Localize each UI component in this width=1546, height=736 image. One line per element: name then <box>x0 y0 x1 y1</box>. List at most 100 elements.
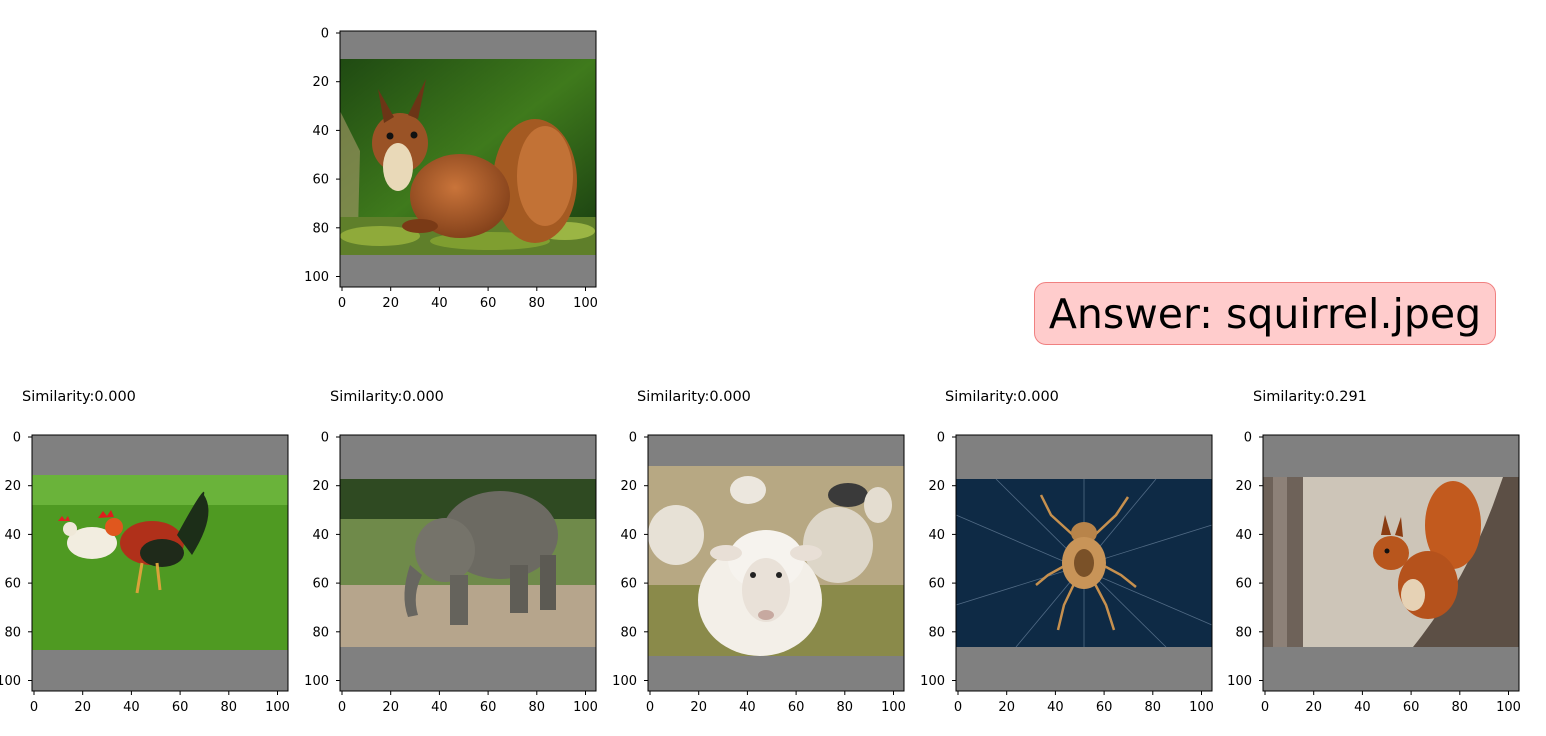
svg-text:80: 80 <box>620 625 637 640</box>
svg-text:0: 0 <box>1261 700 1269 715</box>
result-panel-5: 0 20 40 60 80 100 0 20 40 60 80 100 <box>1223 424 1533 724</box>
svg-text:100: 100 <box>612 674 637 689</box>
result-3-x-ticks: 0 20 40 60 80 100 <box>646 691 906 715</box>
svg-text:60: 60 <box>172 700 189 715</box>
result-axes-3: 0 20 40 60 80 100 0 20 40 60 80 100 <box>612 431 906 716</box>
svg-text:0: 0 <box>13 431 21 446</box>
svg-text:100: 100 <box>304 270 329 285</box>
svg-text:60: 60 <box>1096 700 1113 715</box>
axes-frame <box>1262 434 1520 692</box>
svg-text:80: 80 <box>312 625 329 640</box>
similarity-title-2: Similarity:0.000 <box>330 389 444 405</box>
result-4-y-ticks: 0 20 40 60 80 100 <box>920 431 956 689</box>
svg-text:100: 100 <box>1496 700 1521 715</box>
svg-text:80: 80 <box>529 700 546 715</box>
result-axes-4: 0 20 40 60 80 100 0 20 40 60 80 100 <box>920 431 1214 716</box>
similarity-title-1: Similarity:0.000 <box>22 389 136 405</box>
svg-text:20: 20 <box>690 700 707 715</box>
result-3-y-ticks: 0 20 40 60 80 100 <box>612 431 648 689</box>
result-5-y-ticks: 0 20 40 60 80 100 <box>1227 431 1263 689</box>
result-1-y-ticks: 0 20 40 60 80 100 <box>0 431 32 689</box>
svg-text:60: 60 <box>620 577 637 592</box>
svg-text:0: 0 <box>338 296 346 311</box>
svg-text:60: 60 <box>1235 577 1252 592</box>
svg-text:40: 40 <box>1235 528 1252 543</box>
svg-text:100: 100 <box>573 296 598 311</box>
svg-text:100: 100 <box>304 674 329 689</box>
svg-text:80: 80 <box>1452 700 1469 715</box>
query-axes: 0 20 40 60 80 100 0 20 40 60 80 100 <box>304 27 598 312</box>
axes-frame <box>955 434 1213 692</box>
svg-text:40: 40 <box>1354 700 1371 715</box>
svg-text:80: 80 <box>837 700 854 715</box>
svg-text:40: 40 <box>312 124 329 139</box>
svg-text:100: 100 <box>920 674 945 689</box>
svg-text:0: 0 <box>937 431 945 446</box>
svg-text:80: 80 <box>928 625 945 640</box>
result-image-sheep <box>648 466 904 656</box>
svg-text:100: 100 <box>881 700 906 715</box>
svg-text:80: 80 <box>1235 625 1252 640</box>
svg-text:20: 20 <box>382 700 399 715</box>
similarity-title-5: Similarity:0.291 <box>1253 389 1367 405</box>
svg-text:0: 0 <box>954 700 962 715</box>
axes-frame <box>339 434 597 692</box>
result-axes-1: 0 20 40 60 80 100 0 20 40 60 80 100 <box>0 431 290 716</box>
result-2-x-ticks: 0 20 40 60 80 100 <box>338 691 598 715</box>
result-4-x-ticks: 0 20 40 60 80 100 <box>954 691 1214 715</box>
svg-text:60: 60 <box>480 296 497 311</box>
result-image-squirrel <box>1263 477 1519 647</box>
svg-text:20: 20 <box>74 700 91 715</box>
svg-text:80: 80 <box>1145 700 1162 715</box>
svg-text:20: 20 <box>382 296 399 311</box>
svg-text:40: 40 <box>312 528 329 543</box>
svg-text:20: 20 <box>312 75 329 90</box>
svg-text:60: 60 <box>480 700 497 715</box>
axes-frame <box>31 434 289 692</box>
similarity-title-4: Similarity:0.000 <box>945 389 1059 405</box>
svg-text:40: 40 <box>620 528 637 543</box>
svg-text:40: 40 <box>123 700 140 715</box>
svg-text:100: 100 <box>265 700 290 715</box>
query-y-ticks: 0 20 40 60 80 100 <box>304 27 340 285</box>
svg-text:80: 80 <box>529 296 546 311</box>
svg-text:0: 0 <box>321 27 329 42</box>
result-2-y-ticks: 0 20 40 60 80 100 <box>304 431 340 689</box>
answer-label: Answer: squirrel.jpeg <box>1034 282 1496 345</box>
svg-text:80: 80 <box>312 221 329 236</box>
result-panel-1: 0 20 40 60 80 100 0 20 40 60 80 100 <box>0 424 302 724</box>
svg-text:40: 40 <box>431 700 448 715</box>
result-axes-2: 0 20 40 60 80 100 0 20 40 60 80 100 <box>304 431 598 716</box>
svg-text:100: 100 <box>1227 674 1252 689</box>
result-image-rooster <box>32 475 288 650</box>
result-1-x-ticks: 0 20 40 60 80 100 <box>30 691 290 715</box>
svg-text:60: 60 <box>1403 700 1420 715</box>
svg-text:100: 100 <box>573 700 598 715</box>
svg-text:80: 80 <box>221 700 238 715</box>
svg-text:60: 60 <box>312 577 329 592</box>
similarity-title-3: Similarity:0.000 <box>637 389 751 405</box>
result-panel-4: 0 20 40 60 80 100 0 20 40 60 80 100 <box>916 424 1226 724</box>
svg-text:0: 0 <box>629 431 637 446</box>
svg-text:20: 20 <box>928 479 945 494</box>
svg-text:20: 20 <box>1305 700 1322 715</box>
result-axes-5: 0 20 40 60 80 100 0 20 40 60 80 100 <box>1227 431 1521 716</box>
svg-text:0: 0 <box>321 431 329 446</box>
query-panel: 0 20 40 60 80 100 0 20 40 60 80 100 <box>300 20 610 320</box>
svg-text:100: 100 <box>1189 700 1214 715</box>
svg-text:20: 20 <box>312 479 329 494</box>
svg-text:40: 40 <box>739 700 756 715</box>
svg-text:40: 40 <box>1047 700 1064 715</box>
svg-text:40: 40 <box>431 296 448 311</box>
svg-text:100: 100 <box>0 674 21 689</box>
result-panel-2: 0 20 40 60 80 100 0 20 40 60 80 100 <box>300 424 610 724</box>
svg-text:60: 60 <box>312 173 329 188</box>
axes-frame <box>339 30 597 288</box>
svg-text:60: 60 <box>928 577 945 592</box>
svg-text:20: 20 <box>1235 479 1252 494</box>
result-5-x-ticks: 0 20 40 60 80 100 <box>1261 691 1521 715</box>
svg-text:0: 0 <box>1244 431 1252 446</box>
axes-frame <box>647 434 905 692</box>
svg-text:40: 40 <box>4 528 21 543</box>
svg-text:20: 20 <box>4 479 21 494</box>
